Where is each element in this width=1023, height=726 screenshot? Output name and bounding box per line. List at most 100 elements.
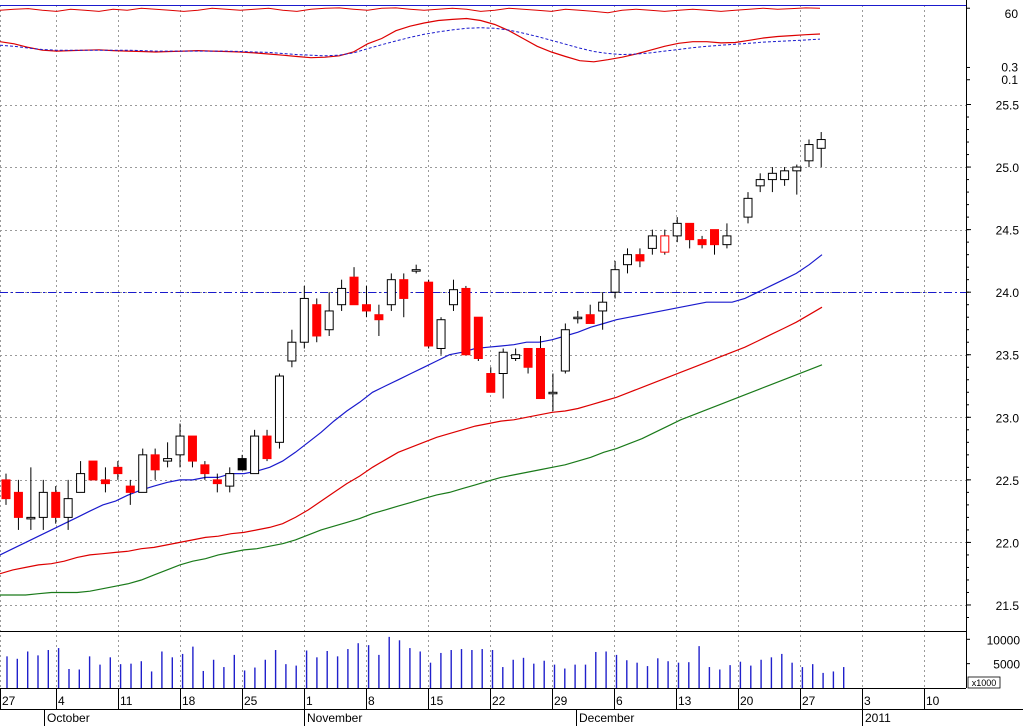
candle xyxy=(212,473,222,493)
candle xyxy=(792,164,802,195)
oscillator-tick-label: 0.1 xyxy=(1001,73,1018,87)
candle xyxy=(386,273,396,311)
day-label: 20 xyxy=(740,694,754,708)
candle-body xyxy=(399,279,409,299)
moving-average-long xyxy=(0,364,823,596)
candle-body xyxy=(647,235,657,249)
candle-body xyxy=(175,435,185,456)
candle xyxy=(697,235,707,249)
candle xyxy=(598,292,608,330)
day-label: 13 xyxy=(678,694,692,708)
candle-body xyxy=(250,435,260,475)
candle xyxy=(262,429,272,462)
day-label: 11 xyxy=(120,694,133,708)
candle-body xyxy=(262,435,272,460)
candle-body xyxy=(573,316,583,320)
candle-body xyxy=(100,479,110,485)
candle xyxy=(573,310,583,324)
candle-body xyxy=(523,347,533,368)
candle xyxy=(804,139,814,168)
candle-body xyxy=(461,287,471,356)
candle xyxy=(710,229,720,255)
candle xyxy=(26,467,36,530)
oscillator-panel xyxy=(0,5,966,63)
candle-body xyxy=(13,491,23,518)
candle xyxy=(816,132,826,168)
oscillator-top-line xyxy=(0,7,821,14)
candle xyxy=(660,229,670,255)
candle-body xyxy=(722,235,732,246)
candle xyxy=(63,479,73,530)
candle-body xyxy=(710,229,720,246)
candle xyxy=(498,348,508,399)
candle xyxy=(100,467,110,493)
candle-body xyxy=(804,144,814,162)
candle xyxy=(647,229,657,255)
day-label: 3 xyxy=(864,694,871,708)
candle-body xyxy=(498,351,508,375)
candle-body xyxy=(635,254,645,262)
candle xyxy=(411,264,421,274)
candle xyxy=(1,473,11,505)
candle xyxy=(672,217,682,243)
candle-body xyxy=(125,485,135,493)
candle xyxy=(424,279,434,349)
volume-tick-label: 10000 xyxy=(987,633,1021,647)
price-tick-label: 23.5 xyxy=(996,349,1020,363)
candle xyxy=(780,167,790,186)
candle xyxy=(486,367,496,393)
candle-body xyxy=(287,341,297,362)
price-tick-label: 22.5 xyxy=(996,474,1020,488)
candle xyxy=(88,460,98,481)
candle-body xyxy=(63,498,73,518)
candle xyxy=(623,248,632,274)
month-label: October xyxy=(47,711,90,725)
candle-body xyxy=(672,222,682,237)
candle xyxy=(374,304,384,336)
candle-body xyxy=(424,281,434,347)
price-tick-label: 25.0 xyxy=(996,161,1020,175)
candle xyxy=(448,279,458,311)
moving-average-short xyxy=(0,254,823,556)
candle xyxy=(324,292,334,336)
candle-body xyxy=(436,319,446,349)
price-tick-label: 25.5 xyxy=(996,99,1020,113)
candle xyxy=(560,323,570,374)
candle-body xyxy=(767,172,777,181)
candle xyxy=(163,442,173,468)
candle xyxy=(287,329,297,368)
candle-body xyxy=(150,454,160,471)
moving-average-mid xyxy=(0,306,823,575)
candle-body xyxy=(138,454,148,493)
candle xyxy=(237,454,247,471)
candle xyxy=(511,348,521,361)
candle-body xyxy=(816,139,826,149)
candle-body xyxy=(51,491,61,518)
oscillator-tick-label: 0.3 xyxy=(1001,60,1018,74)
candle-body xyxy=(560,329,570,372)
day-label: 8 xyxy=(368,694,375,708)
candle xyxy=(461,285,471,356)
candle xyxy=(200,461,210,480)
candle-body xyxy=(743,197,753,218)
candle xyxy=(349,267,359,306)
candle-body xyxy=(274,375,284,443)
candle xyxy=(635,248,645,268)
candle xyxy=(51,486,61,524)
candle-body xyxy=(113,466,123,475)
candle xyxy=(125,479,135,505)
candle xyxy=(473,316,483,361)
candle-body xyxy=(386,279,396,306)
candle-body xyxy=(511,354,521,359)
candle-body xyxy=(610,269,620,293)
candle-body xyxy=(660,235,670,253)
volume-panel xyxy=(0,631,966,688)
day-label: 4 xyxy=(58,694,65,708)
candlestick-series xyxy=(1,132,826,530)
candle-body xyxy=(697,239,707,246)
candle xyxy=(187,435,197,468)
price-tick-label: 24.0 xyxy=(996,286,1020,300)
candle xyxy=(38,479,48,530)
candle-body xyxy=(212,479,222,485)
candle xyxy=(225,467,235,493)
